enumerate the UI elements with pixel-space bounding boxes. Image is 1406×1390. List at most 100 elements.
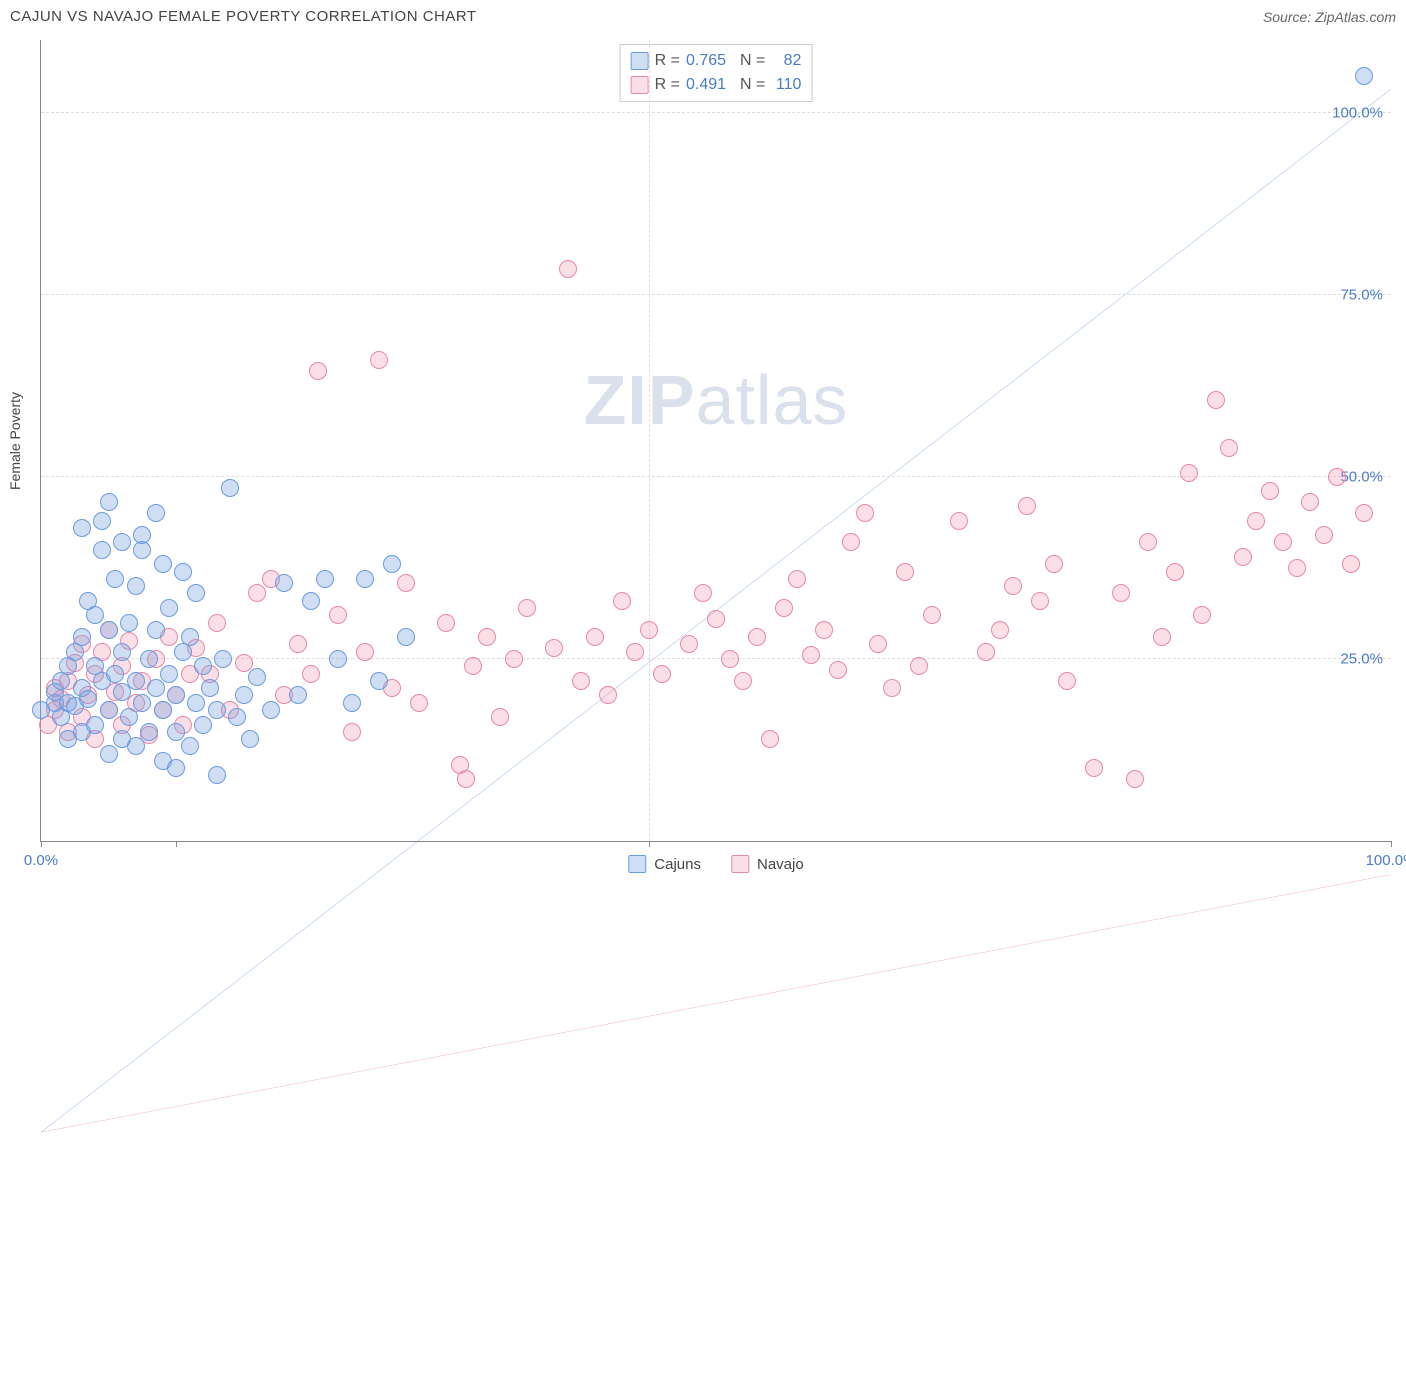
data-point bbox=[1207, 391, 1225, 409]
data-point bbox=[356, 570, 374, 588]
data-point bbox=[86, 606, 104, 624]
data-point bbox=[343, 723, 361, 741]
data-point bbox=[734, 672, 752, 690]
data-point bbox=[221, 479, 239, 497]
data-point bbox=[383, 555, 401, 573]
data-point bbox=[613, 592, 631, 610]
data-point bbox=[397, 574, 415, 592]
x-tick-label: 0.0% bbox=[24, 852, 58, 869]
x-tick-mark bbox=[1391, 841, 1392, 847]
data-point bbox=[133, 526, 151, 544]
n-label: N = bbox=[740, 49, 765, 73]
data-point bbox=[545, 639, 563, 657]
data-point bbox=[160, 599, 178, 617]
data-point bbox=[167, 686, 185, 704]
data-point bbox=[73, 628, 91, 646]
data-point bbox=[316, 570, 334, 588]
data-point bbox=[329, 606, 347, 624]
chart-container: Female Poverty ZIPatlas R = 0.765 N = 82… bbox=[40, 40, 1391, 842]
grid-line-v bbox=[649, 40, 650, 841]
watermark-bold: ZIP bbox=[584, 361, 696, 439]
data-point bbox=[1288, 559, 1306, 577]
data-point bbox=[147, 679, 165, 697]
data-point bbox=[1018, 497, 1036, 515]
data-point bbox=[721, 650, 739, 668]
data-point bbox=[241, 730, 259, 748]
data-point bbox=[93, 512, 111, 530]
legend-label-cajuns: Cajuns bbox=[654, 856, 701, 873]
data-point bbox=[309, 362, 327, 380]
data-point bbox=[1004, 577, 1022, 595]
data-point bbox=[160, 665, 178, 683]
data-point bbox=[1220, 439, 1238, 457]
y-axis-label: Female Poverty bbox=[7, 392, 23, 490]
data-point bbox=[1234, 548, 1252, 566]
data-point bbox=[370, 672, 388, 690]
data-point bbox=[491, 708, 509, 726]
data-point bbox=[329, 650, 347, 668]
x-tick-mark bbox=[176, 841, 177, 847]
r-value-cajuns: 0.765 bbox=[686, 49, 726, 73]
data-point bbox=[214, 650, 232, 668]
data-point bbox=[343, 694, 361, 712]
data-point bbox=[923, 606, 941, 624]
data-point bbox=[275, 574, 293, 592]
data-point bbox=[1139, 533, 1157, 551]
x-tick-mark bbox=[649, 841, 650, 847]
data-point bbox=[194, 716, 212, 734]
data-point bbox=[464, 657, 482, 675]
data-point bbox=[248, 668, 266, 686]
data-point bbox=[1355, 67, 1373, 85]
data-point bbox=[235, 686, 253, 704]
watermark: ZIPatlas bbox=[584, 360, 849, 440]
data-point bbox=[559, 260, 577, 278]
data-point bbox=[106, 665, 124, 683]
data-point bbox=[167, 759, 185, 777]
legend-row-cajuns: R = 0.765 N = 82 bbox=[631, 49, 802, 73]
data-point bbox=[869, 635, 887, 653]
data-point bbox=[1328, 468, 1346, 486]
n-value-navajo: 110 bbox=[771, 73, 801, 97]
data-point bbox=[680, 635, 698, 653]
n-label: N = bbox=[740, 73, 765, 97]
data-point bbox=[194, 657, 212, 675]
x-tick-label: 100.0% bbox=[1366, 852, 1406, 869]
n-value-cajuns: 82 bbox=[771, 49, 801, 73]
data-point bbox=[167, 723, 185, 741]
legend-row-navajo: R = 0.491 N = 110 bbox=[631, 73, 802, 97]
data-point bbox=[1112, 584, 1130, 602]
data-point bbox=[802, 646, 820, 664]
data-point bbox=[1031, 592, 1049, 610]
data-point bbox=[1126, 770, 1144, 788]
data-point bbox=[1045, 555, 1063, 573]
y-tick-label: 100.0% bbox=[1332, 104, 1383, 121]
source-label: Source: ZipAtlas.com bbox=[1263, 9, 1396, 25]
data-point bbox=[208, 766, 226, 784]
grid-line-h bbox=[41, 294, 1391, 295]
data-point bbox=[856, 504, 874, 522]
data-point bbox=[106, 570, 124, 588]
data-point bbox=[410, 694, 428, 712]
data-point bbox=[1247, 512, 1265, 530]
y-tick-label: 50.0% bbox=[1340, 468, 1383, 485]
data-point bbox=[181, 737, 199, 755]
data-point bbox=[1193, 606, 1211, 624]
swatch-navajo-icon bbox=[631, 76, 649, 94]
plot-area: ZIPatlas R = 0.765 N = 82 R = 0.491 N = … bbox=[40, 40, 1391, 842]
data-point bbox=[950, 512, 968, 530]
data-point bbox=[187, 584, 205, 602]
data-point bbox=[478, 628, 496, 646]
legend-series: Cajuns Navajo bbox=[628, 855, 803, 873]
data-point bbox=[86, 716, 104, 734]
data-point bbox=[140, 650, 158, 668]
data-point bbox=[1315, 526, 1333, 544]
data-point bbox=[1153, 628, 1171, 646]
data-point bbox=[1355, 504, 1373, 522]
data-point bbox=[289, 686, 307, 704]
data-point bbox=[235, 654, 253, 672]
data-point bbox=[505, 650, 523, 668]
data-point bbox=[127, 672, 145, 690]
data-point bbox=[1342, 555, 1360, 573]
data-point bbox=[187, 694, 205, 712]
data-point bbox=[113, 533, 131, 551]
